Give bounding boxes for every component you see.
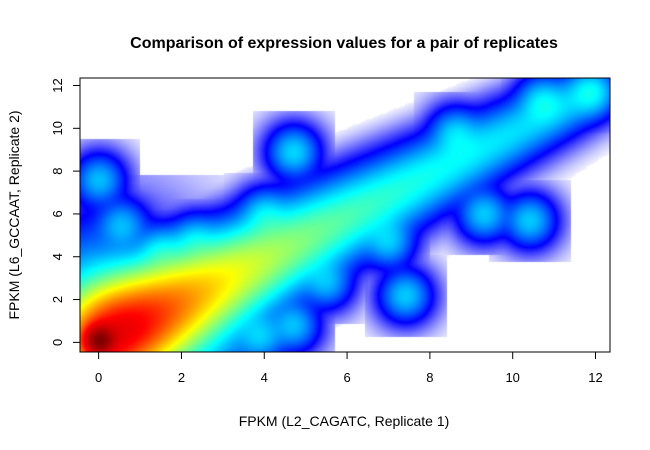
y-axis: 0 2 4 6 8 10 12 [50,78,81,346]
x-tick-label: 8 [426,370,433,385]
y-tick-label: 12 [50,78,65,92]
density-heatmap-image [80,78,610,352]
y-tick-label: 0 [50,339,65,346]
x-tick-label: 6 [343,370,350,385]
y-tick-label: 8 [50,168,65,175]
x-axis-label: FPKM (L2_CAGATC, Replicate 1) [239,413,450,429]
y-tick-label: 6 [50,210,65,217]
density-heatmap [80,78,610,352]
y-tick-label: 4 [50,253,65,260]
x-tick-label: 12 [588,370,602,385]
x-tick-label: 2 [178,370,185,385]
y-axis-label: FPKM (L6_GCCAAT, Replicate 2) [6,110,22,319]
x-tick-label: 4 [261,370,268,385]
chart-title: Comparison of expression values for a pa… [130,35,558,52]
x-axis: 0 2 4 6 8 10 12 [95,351,603,385]
y-tick-label: 2 [50,296,65,303]
y-tick-label: 10 [50,121,65,135]
x-tick-label: 10 [505,370,519,385]
x-tick-label: 0 [95,370,102,385]
